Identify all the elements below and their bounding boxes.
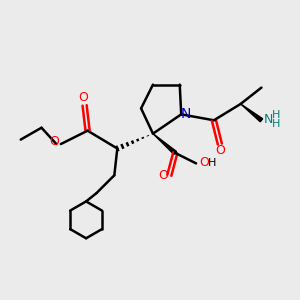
Text: O: O [50, 135, 59, 148]
Text: H: H [208, 158, 217, 168]
Text: H: H [272, 119, 281, 129]
Text: H: H [272, 110, 281, 120]
Text: N: N [263, 113, 273, 126]
Text: O: O [158, 169, 168, 182]
Text: N: N [181, 107, 191, 121]
Text: O: O [215, 144, 225, 157]
Polygon shape [153, 134, 176, 154]
Text: O: O [200, 156, 209, 169]
Text: O: O [78, 92, 88, 104]
Polygon shape [241, 104, 263, 122]
